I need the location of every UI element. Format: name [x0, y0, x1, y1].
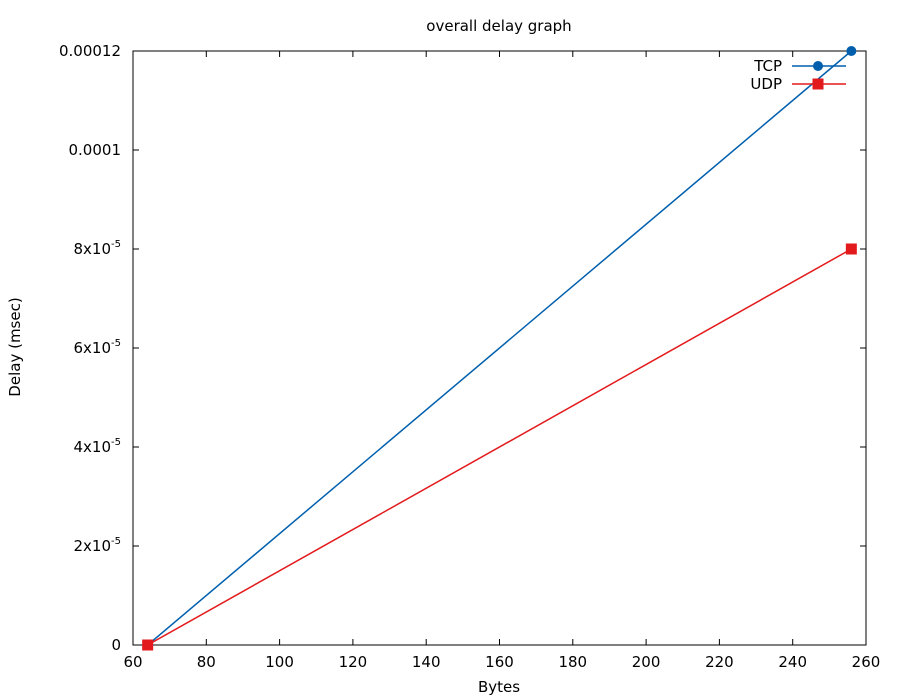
series-line-tcp — [147, 50, 852, 646]
x-axis: 60 80 100 120 140 160 180 200 220 240 260 — [123, 51, 880, 671]
y-tick-exponent: -5 — [111, 437, 121, 448]
y-tick-mantissa: 2x10 — [74, 537, 112, 555]
x-tick-label: 260 — [852, 653, 881, 671]
x-tick-label: 80 — [197, 653, 216, 671]
y-tick-mantissa: 8x10 — [74, 240, 112, 258]
y-axis-title: Delay (msec) — [6, 297, 24, 396]
x-tick-label: 160 — [485, 653, 514, 671]
y-tick-label: 6x10-5 — [74, 338, 122, 357]
y-tick-mantissa: 0.0001 — [69, 141, 122, 159]
x-tick-label: 180 — [558, 653, 587, 671]
x-tick-label: 60 — [123, 653, 142, 671]
legend-marker-udp — [812, 78, 824, 90]
y-tick-label: 0.00012 — [59, 42, 121, 60]
data-point-udp — [845, 243, 857, 255]
x-tick-label: 200 — [632, 653, 661, 671]
y-tick-exponent: -5 — [111, 239, 121, 250]
y-tick-exponent: -5 — [111, 536, 121, 547]
y-tick-mantissa: 0 — [111, 636, 121, 654]
y-tick-label: 4x10-5 — [74, 437, 122, 456]
x-axis-title: Bytes — [478, 678, 520, 696]
y-tick-mantissa: 0.00012 — [59, 42, 121, 60]
data-point-udp — [142, 639, 154, 651]
y-tick-label: 0 — [111, 636, 121, 654]
legend-marker-tcp — [813, 61, 823, 71]
y-tick-label: 0.0001 — [69, 141, 122, 159]
legend-label-tcp: TCP — [753, 57, 782, 75]
y-tick-mantissa: 6x10 — [74, 339, 112, 357]
chart-title: overall delay graph — [426, 17, 571, 35]
y-tick-label: 8x10-5 — [74, 239, 122, 258]
x-tick-label: 140 — [412, 653, 441, 671]
y-tick-mantissa: 4x10 — [74, 438, 112, 456]
data-point-tcp — [846, 46, 857, 56]
plot-series — [142, 46, 857, 651]
legend-label-udp: UDP — [750, 75, 782, 93]
x-tick-label: 120 — [339, 653, 368, 671]
x-tick-label: 240 — [778, 653, 807, 671]
y-tick-label: 2x10-5 — [74, 536, 122, 555]
series-line-udp — [147, 248, 852, 646]
x-tick-label: 100 — [265, 653, 294, 671]
x-tick-label: 220 — [705, 653, 734, 671]
y-tick-exponent: -5 — [111, 338, 121, 349]
